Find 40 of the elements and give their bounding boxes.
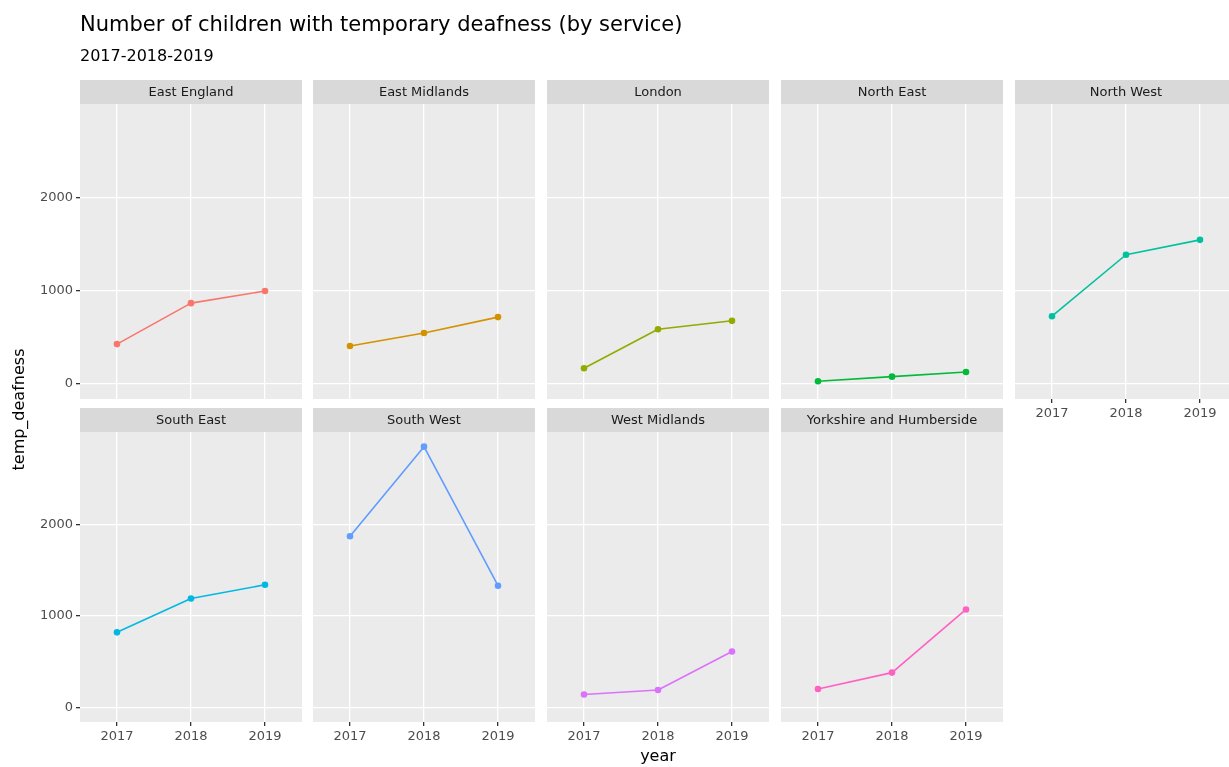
text: East England bbox=[80, 80, 302, 104]
text: Yorkshire and Humberside bbox=[781, 408, 1003, 432]
x-tick-label: 2019 bbox=[949, 728, 983, 744]
point bbox=[113, 629, 121, 636]
x-tick-label: 2018 bbox=[875, 728, 909, 744]
x-tick-label: 2018 bbox=[407, 728, 441, 744]
point bbox=[187, 595, 195, 602]
x-tick-label: 2019 bbox=[1183, 405, 1217, 421]
point bbox=[113, 340, 121, 348]
text: South East bbox=[80, 408, 302, 432]
y-tick-label: 1000 bbox=[39, 282, 73, 298]
point bbox=[187, 299, 195, 307]
x-tick-label: 2017 bbox=[100, 728, 134, 744]
y-tick-label: 0 bbox=[64, 375, 73, 391]
x-tick-label: 2017 bbox=[333, 728, 367, 744]
text: North West bbox=[1015, 80, 1229, 104]
x-tick-label: 2017 bbox=[567, 728, 601, 744]
x-tick-label: 2019 bbox=[715, 728, 749, 744]
y-tick-label: 0 bbox=[64, 698, 73, 714]
x-tick-label: 2018 bbox=[174, 728, 208, 744]
text: North East bbox=[781, 80, 1003, 104]
text: East Midlands bbox=[313, 80, 535, 104]
x-tick-label: 2018 bbox=[641, 728, 675, 744]
point bbox=[261, 287, 269, 295]
y-tick-label: 2000 bbox=[39, 189, 73, 205]
text: Number of children with temporary deafness (by service) bbox=[80, 12, 683, 36]
x-tick-label: 2018 bbox=[1109, 405, 1143, 421]
text: London bbox=[547, 80, 769, 104]
y-tick-label: 1000 bbox=[39, 607, 73, 623]
x-tick-label: 2017 bbox=[801, 728, 835, 744]
point bbox=[261, 581, 269, 589]
x-tick-label: 2019 bbox=[481, 728, 515, 744]
x-tick-label: 2019 bbox=[248, 728, 282, 744]
chart-subtitle: 2017-2018-2019 bbox=[80, 46, 214, 65]
text: West Midlands bbox=[547, 408, 769, 432]
y-axis-title: temp_deafness bbox=[8, 347, 28, 473]
series-label: South West bbox=[313, 408, 535, 432]
x-axis-title: year bbox=[639, 746, 677, 765]
x-tick-label: 2017 bbox=[1035, 405, 1069, 421]
y-tick-label: 2000 bbox=[39, 515, 73, 531]
